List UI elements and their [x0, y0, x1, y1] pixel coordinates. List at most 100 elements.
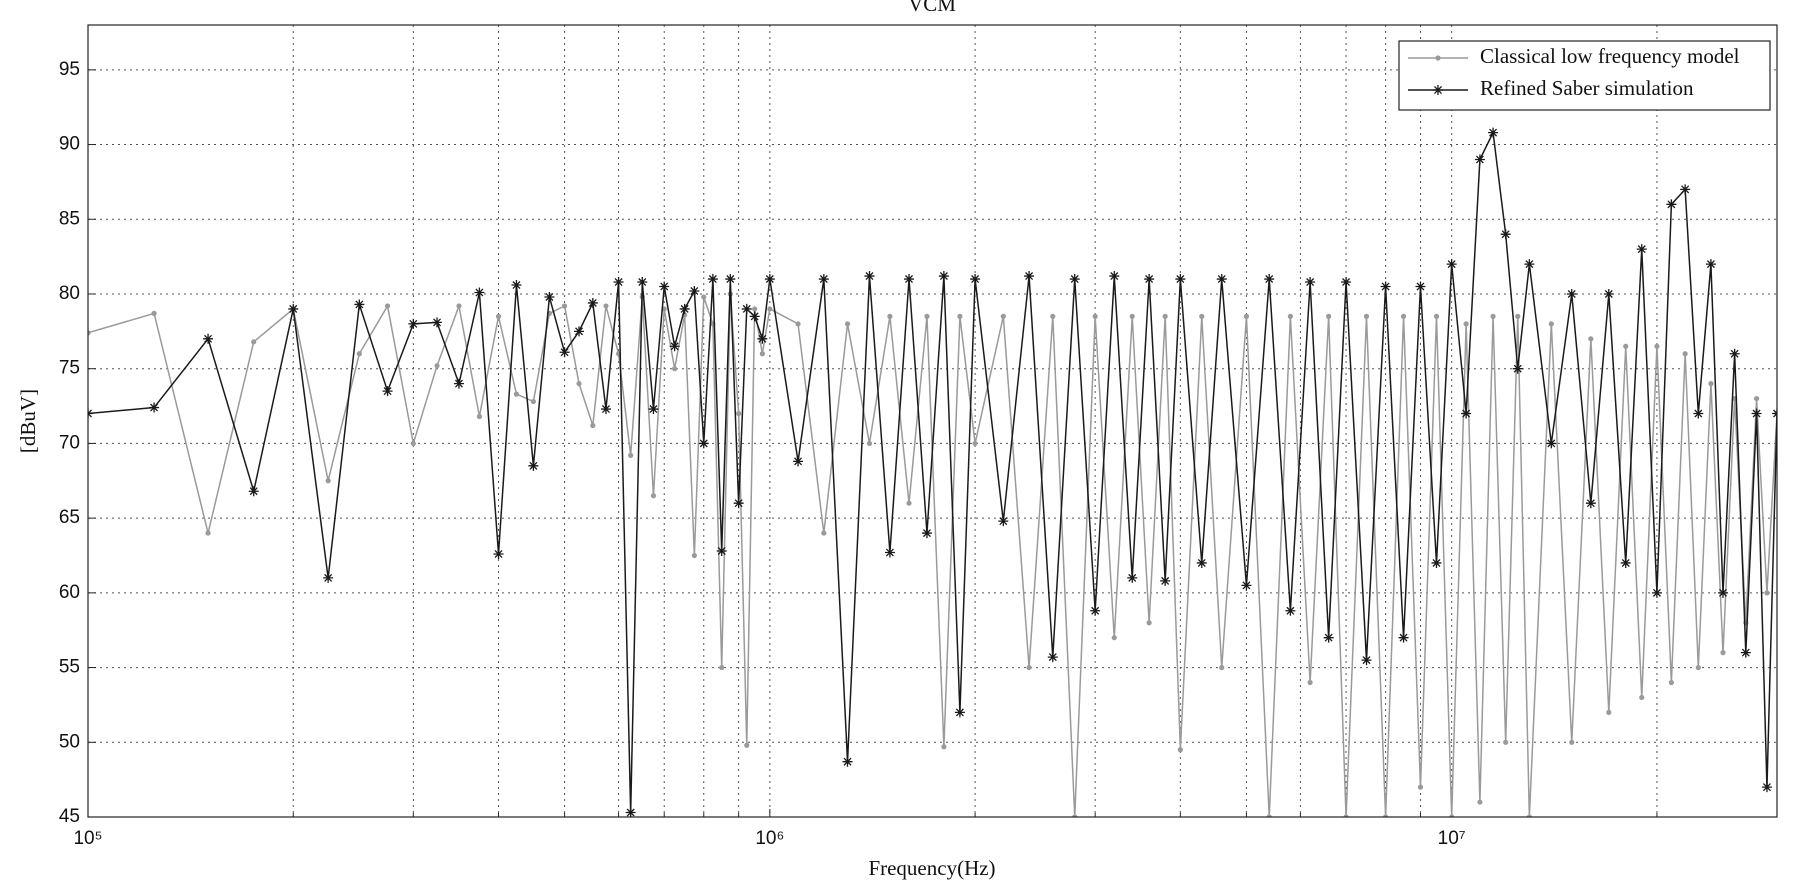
dot-marker [1219, 664, 1225, 671]
dot-marker [1000, 313, 1006, 319]
dot-marker [691, 552, 697, 559]
star-marker [248, 486, 259, 497]
star-marker [1285, 605, 1296, 616]
star-marker [1160, 575, 1171, 586]
star-marker [1751, 408, 1762, 419]
star-marker [203, 333, 214, 344]
dot-marker [1515, 313, 1521, 319]
star-marker [574, 326, 585, 337]
x-tick-label: 10⁵ [73, 828, 102, 849]
y-tick-label: 55 [59, 657, 80, 678]
star-marker [1488, 127, 1499, 138]
dot-marker [1764, 590, 1770, 596]
star-marker [453, 378, 464, 389]
star-marker [1069, 274, 1080, 285]
dot-marker [1199, 313, 1205, 319]
dot-marker [1433, 313, 1440, 319]
dot-marker [941, 744, 947, 750]
star-marker [1524, 259, 1535, 270]
y-tick-label: 95 [59, 59, 80, 80]
y-tick-label: 90 [59, 134, 80, 155]
dot-marker [759, 351, 765, 357]
star-marker [716, 546, 727, 557]
star-marker [1566, 288, 1577, 299]
star-marker [938, 271, 949, 282]
dot-marker [1490, 313, 1496, 319]
y-tick-label: 75 [59, 358, 80, 379]
star-marker [613, 277, 624, 288]
dot-marker [1326, 313, 1332, 319]
star-marker [528, 460, 539, 471]
dot-marker [1463, 321, 1469, 327]
dot-marker [736, 410, 742, 417]
star-marker [1705, 259, 1716, 270]
dot-marker [1639, 694, 1645, 701]
star-marker [587, 297, 598, 308]
dot-marker [1654, 343, 1660, 349]
y-tick-label: 65 [59, 507, 80, 528]
dot-marker [1266, 814, 1272, 817]
star-marker [1718, 587, 1729, 598]
dot-marker [701, 294, 707, 300]
dot-marker [495, 313, 502, 319]
dot-marker [795, 321, 801, 327]
star-marker [1398, 632, 1409, 643]
dot-marker [924, 313, 930, 319]
star-marker [749, 311, 760, 322]
grid [87, 25, 1778, 818]
star-marker [1680, 184, 1691, 195]
star-marker [864, 271, 875, 282]
star-marker [970, 274, 981, 285]
dot-marker [1400, 313, 1407, 319]
dot-marker [1477, 799, 1483, 805]
star-marker [1474, 154, 1485, 165]
dot-marker [576, 381, 582, 387]
dot-marker [1548, 321, 1554, 327]
star-marker [921, 528, 932, 539]
dot-marker [603, 303, 609, 309]
dot-marker [590, 422, 596, 429]
dot-marker [88, 330, 91, 336]
dot-marker [650, 493, 657, 499]
star-marker [1500, 229, 1511, 240]
star-marker [1024, 271, 1035, 282]
dot-marker [1092, 313, 1098, 319]
star-marker [954, 707, 965, 718]
dot-marker [719, 664, 725, 671]
star-marker [842, 756, 853, 767]
star-marker [1047, 652, 1058, 663]
star-marker [725, 274, 736, 285]
star-marker [1323, 632, 1334, 643]
star-marker [1175, 274, 1186, 285]
star-marker [904, 274, 915, 285]
y-tick-label: 60 [59, 582, 80, 603]
star-marker [474, 287, 485, 298]
star-marker [432, 317, 443, 328]
star-marker [1461, 408, 1472, 419]
star-marker [288, 303, 299, 314]
star-marker [1415, 281, 1426, 292]
dot-marker [434, 363, 440, 369]
star-marker [1729, 348, 1740, 359]
dot-marker [957, 313, 963, 319]
dot-marker [628, 452, 634, 458]
dot-marker [1026, 664, 1032, 671]
star-marker [669, 341, 680, 352]
dot-marker [1588, 336, 1594, 342]
series-line [88, 293, 1777, 817]
star-marker [1446, 259, 1457, 270]
dot-marker [325, 478, 331, 484]
dot-marker [1111, 635, 1117, 641]
dot-marker [1307, 679, 1313, 686]
dot-marker [356, 351, 362, 357]
star-marker [637, 277, 648, 288]
dot-marker [251, 339, 257, 345]
star-marker [1512, 363, 1523, 374]
dot-marker [1363, 313, 1370, 319]
plot-area [88, 127, 1777, 817]
star-marker [382, 386, 393, 397]
star-marker [793, 456, 804, 467]
dot-marker [1435, 55, 1441, 61]
legend-label: Classical low frequency model [1480, 44, 1740, 68]
star-marker [493, 548, 504, 559]
